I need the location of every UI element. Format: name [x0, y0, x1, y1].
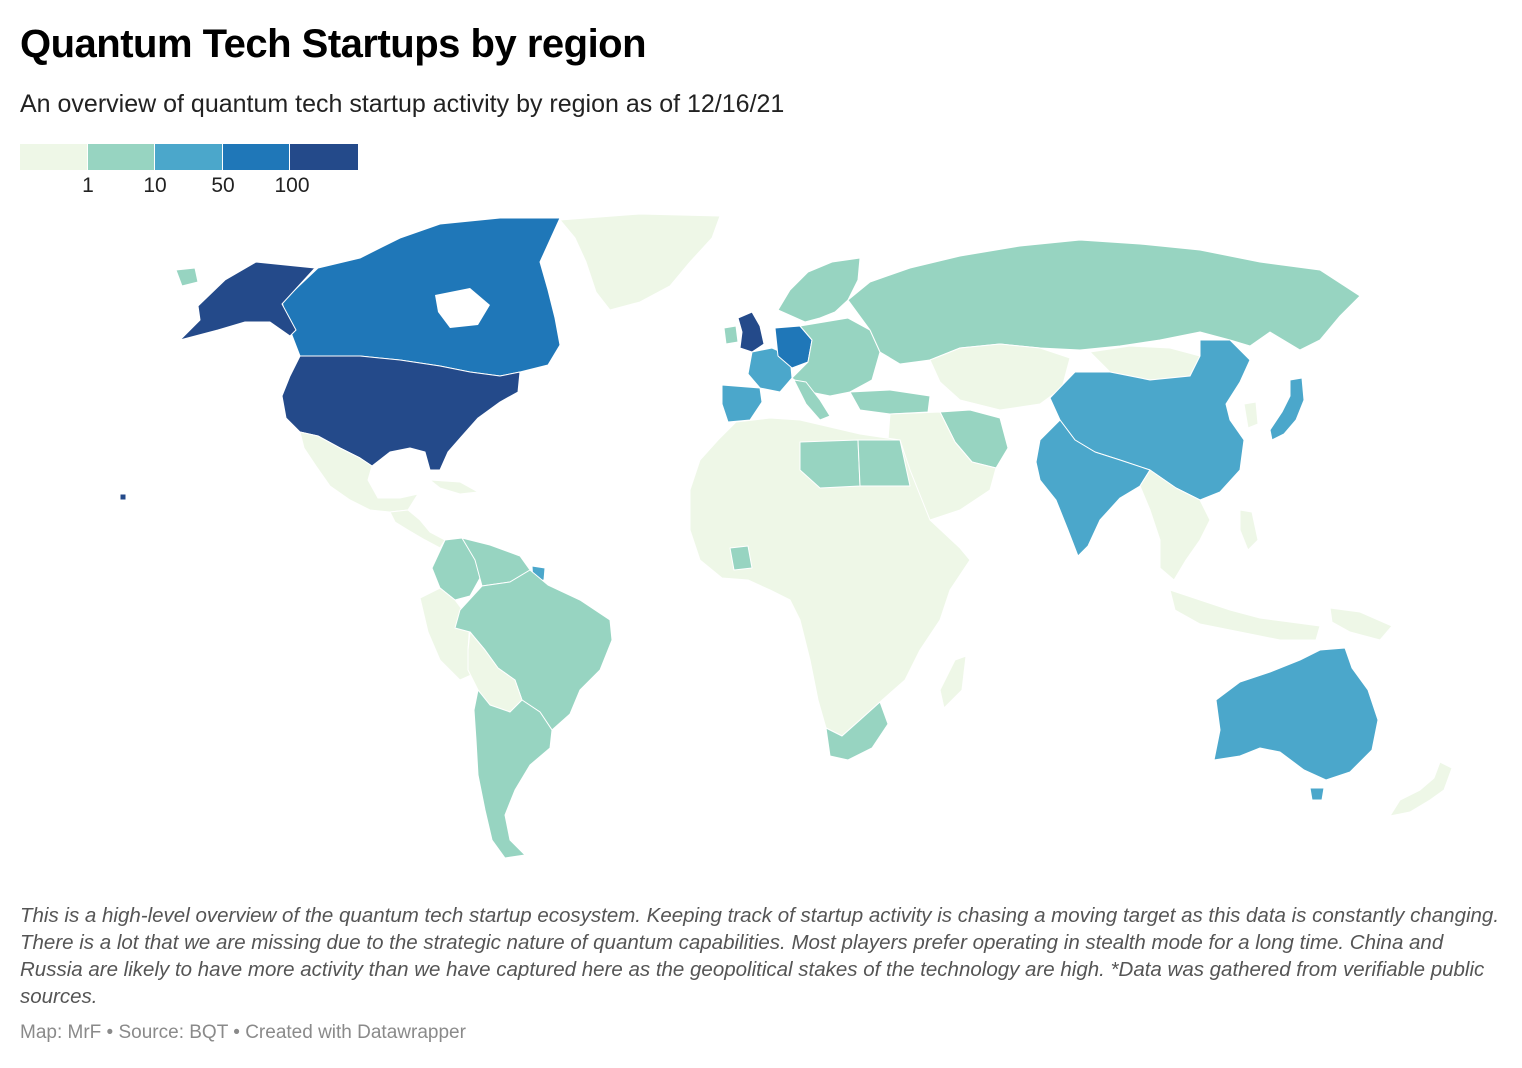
region-libya[interactable]	[799, 439, 861, 489]
region-hawaii[interactable]	[119, 493, 127, 501]
byline-source: Source: BQT	[118, 1022, 228, 1043]
legend-swatch-1	[88, 144, 154, 170]
region-indonesia[interactable]	[1169, 589, 1321, 641]
region-canada[interactable]	[281, 217, 561, 377]
region-cuba[interactable]	[429, 479, 479, 495]
chart-subtitle: An overview of quantum tech startup acti…	[20, 90, 785, 118]
region-south-africa[interactable]	[825, 701, 889, 761]
region-madagascar[interactable]	[939, 655, 967, 709]
chart-byline: Map: MrF • Source: BQT • Created with Da…	[20, 1022, 466, 1044]
region-ireland[interactable]	[723, 325, 739, 345]
region-scandinavia[interactable]	[777, 257, 861, 323]
chart-title: Quantum Tech Startups by region	[20, 22, 647, 66]
region-turkey[interactable]	[849, 389, 931, 415]
region-ivory-coast[interactable]	[729, 545, 753, 571]
legend-tick-10: 10	[143, 174, 167, 197]
legend-tick-50: 50	[211, 174, 235, 197]
region-alaska[interactable]	[179, 261, 316, 341]
region-spain[interactable]	[721, 384, 763, 423]
region-central-america[interactable]	[389, 509, 446, 549]
legend-swatch-2	[155, 144, 222, 170]
region-egypt[interactable]	[857, 439, 911, 487]
region-tasmania[interactable]	[1309, 787, 1325, 801]
region-korea[interactable]	[1243, 401, 1259, 429]
region-central-asia[interactable]	[929, 343, 1071, 411]
byline-map: Map: MrF	[20, 1022, 102, 1043]
legend-tick-100: 100	[274, 174, 310, 197]
region-new-zealand[interactable]	[1389, 761, 1453, 817]
region-australia[interactable]	[1213, 647, 1379, 781]
region-united-kingdom[interactable]	[737, 311, 765, 353]
region-india[interactable]	[1035, 419, 1151, 557]
region-italy[interactable]	[793, 379, 831, 421]
legend-tick-1: 1	[82, 174, 94, 197]
world-choropleth-map	[119, 213, 1453, 859]
byline-tool: Created with Datawrapper	[245, 1022, 466, 1043]
region-mexico[interactable]	[299, 431, 419, 513]
region-argentina-chile[interactable]	[473, 689, 553, 859]
region-southeast-asia[interactable]	[1139, 469, 1211, 581]
region-central-europe[interactable]	[791, 317, 881, 397]
legend-swatch-4	[290, 144, 358, 170]
region-russia[interactable]	[847, 239, 1361, 365]
region-greenland[interactable]	[559, 213, 721, 311]
region-japan[interactable]	[1269, 377, 1305, 441]
color-legend: 1 10 50 100	[20, 144, 360, 204]
region-chukotka[interactable]	[175, 267, 199, 287]
chart-notes: This is a high-level overview of the qua…	[20, 904, 1500, 1008]
legend-swatch-3	[223, 144, 289, 170]
region-papua-new-guinea[interactable]	[1329, 607, 1393, 641]
byline-separator-2: •	[227, 1022, 246, 1043]
byline-separator-1: •	[101, 1022, 119, 1043]
legend-swatch-0	[20, 144, 87, 170]
region-philippines[interactable]	[1239, 509, 1259, 551]
